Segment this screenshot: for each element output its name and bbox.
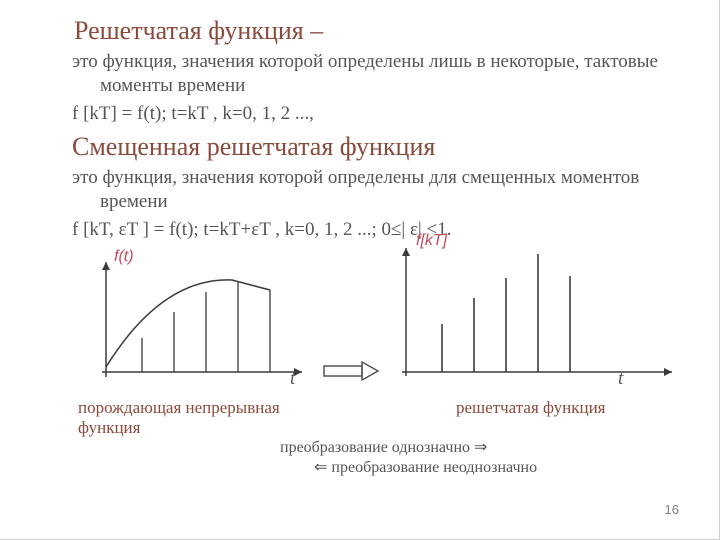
graph-left-caption: порождающая непрерывная функция <box>78 398 288 437</box>
section1-formula: f [kT] = f(t); t=kT , k=0, 1, 2 ..., <box>72 102 679 127</box>
section2-text: это функция, значения которой определены… <box>72 166 679 214</box>
page-number: 16 <box>665 502 679 517</box>
transform-arrow-icon <box>322 360 380 387</box>
graph-left-xlabel: t <box>290 368 295 390</box>
graph-right-svg <box>392 238 682 378</box>
graph-right-xlabel: t <box>618 368 623 390</box>
graphs-area: f(t) t порождающая непрерывная функция <box>72 252 679 462</box>
section1-title: Решетчатая функция – <box>74 16 679 46</box>
graph-continuous: f(t) t порождающая непрерывная функция <box>92 252 312 385</box>
section2-title: Смещенная решетчатая функция <box>72 132 679 162</box>
graph-right-caption: решетчатая функция <box>456 398 605 418</box>
note-line2: ⇐ преобразование неоднозначно <box>314 458 537 478</box>
graph-right-ylabel: f[kT] <box>416 232 447 250</box>
section1-text: это функция, значения которой определены… <box>72 50 679 98</box>
graph-discrete: f[kT] t решетчатая функция <box>392 238 682 383</box>
graph-left-svg <box>92 252 312 380</box>
graph-left-ylabel: f(t) <box>114 248 134 266</box>
note-line1: преобразование однозначно ⇒ <box>280 438 487 458</box>
